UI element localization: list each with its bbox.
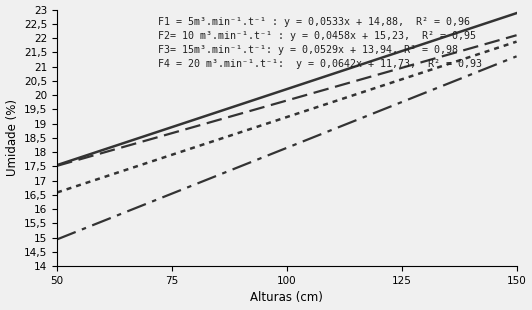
Text: F1 = 5m³.min⁻¹.t⁻¹ : y = 0,0533x + 14,88,  R² = 0,96
F2= 10 m³.min⁻¹.t⁻¹ : y = 0: F1 = 5m³.min⁻¹.t⁻¹ : y = 0,0533x + 14,88…: [158, 17, 482, 69]
X-axis label: Alturas (cm): Alturas (cm): [251, 291, 323, 304]
Y-axis label: Umidade (%): Umidade (%): [5, 100, 19, 176]
